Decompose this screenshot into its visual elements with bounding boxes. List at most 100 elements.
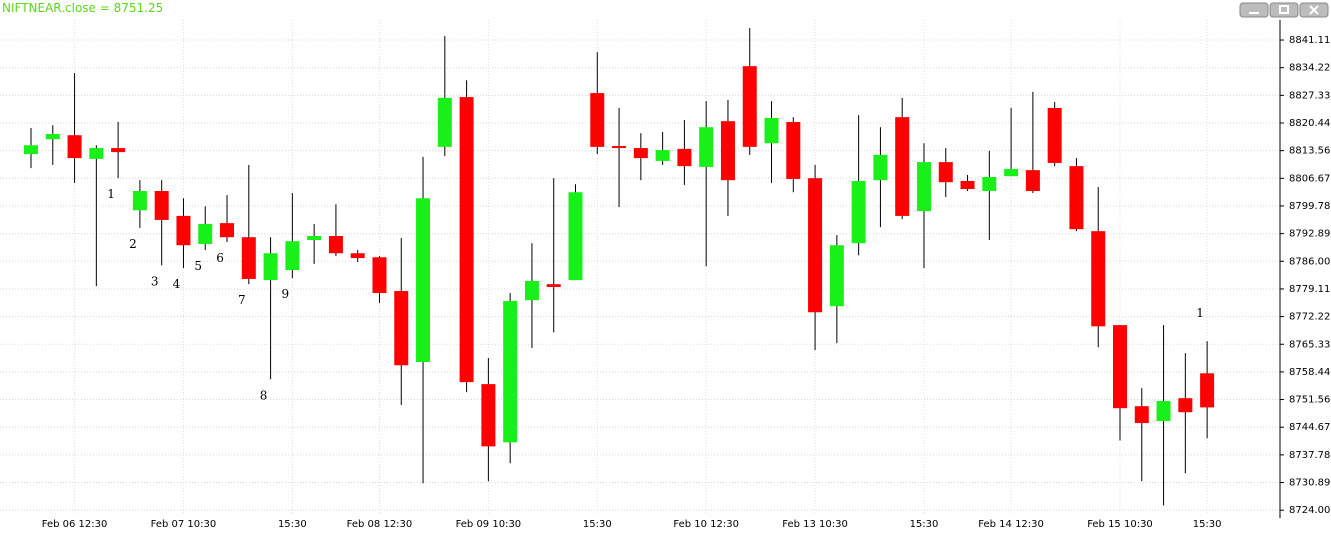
candle-body [437,97,452,147]
x-tick-label: Feb 08 12:30 [347,519,413,530]
annotation: 1 [107,187,115,201]
candle-body [938,162,953,183]
candle-body [590,93,605,147]
candle-body [111,148,126,153]
candle-body [1025,170,1040,192]
candle-body [786,121,801,179]
y-tick-label: 8834.22 [1289,63,1330,74]
y-tick-label: 8786.00 [1289,256,1330,267]
candle-body [328,235,343,254]
candle-body [198,223,213,245]
candle-body [263,253,278,281]
x-tick-label: 15:30 [278,519,307,530]
minimize-button[interactable] [1239,2,1269,18]
candle-body [895,117,910,216]
candle-body [459,97,474,383]
candle-body [1004,168,1019,177]
candle-body [89,148,104,159]
candle-body [176,215,191,246]
x-tick-label: Feb 09 10:30 [456,519,522,530]
candle-body [829,245,844,307]
x-tick-label: 15:30 [1193,519,1222,530]
candle-body [132,191,147,211]
y-tick-label: 8813.56 [1289,146,1330,157]
candle-body [154,191,169,220]
y-tick-label: 8820.44 [1289,118,1330,129]
y-tick-label: 8751.56 [1289,395,1330,406]
candle-body [1134,406,1149,424]
y-tick-label: 8827.33 [1289,90,1330,101]
y-tick-label: 8744.67 [1289,422,1330,433]
candle-body [960,180,975,190]
candle-body [1113,325,1127,409]
annotation: 8 [260,388,268,402]
annotation: 9 [282,287,290,301]
candle-body [1200,373,1215,408]
candle-body [503,301,518,443]
candle-body [416,198,431,363]
candle-body [546,284,561,287]
candle-body [764,117,779,144]
candle-body [982,176,997,192]
candle-body [916,162,931,212]
candle-body [677,148,692,167]
annotation: 5 [194,259,202,273]
candle-body [285,241,300,271]
chart-title: NIFTNEAR.close = 8751.25 [2,1,163,15]
x-tick-label: Feb 14 12:30 [978,519,1044,530]
candle-body [851,180,866,244]
candle-body [808,178,823,313]
candle-body [568,192,583,281]
candle-body [655,150,670,161]
candle-body [241,237,256,279]
x-tick-label: Feb 06 12:30 [42,519,108,530]
candle-body [524,280,539,301]
x-tick-label: Feb 15 10:30 [1087,519,1153,530]
candle-body [699,127,714,167]
x-tick-label: 15:30 [910,519,939,530]
candle-body [481,384,496,447]
y-tick-label: 8841.11 [1289,35,1330,46]
y-tick-label: 8730.89 [1289,478,1330,489]
y-tick-label: 8758.44 [1289,367,1330,378]
candle-body [67,135,82,159]
y-tick-label: 8806.67 [1289,173,1330,184]
x-tick-label: Feb 13 10:30 [782,519,848,530]
y-tick-label: 8792.89 [1289,229,1330,240]
candle-body [720,121,735,181]
annotation: 1 [1196,306,1204,320]
annotation: 4 [173,277,181,291]
candle-body [1156,400,1171,422]
candle-body [45,134,60,140]
annotation: 2 [129,237,137,251]
annotation: 3 [151,274,159,288]
candle-body [1178,398,1193,413]
maximize-icon [1279,5,1289,14]
candle-body [1069,166,1084,230]
y-tick-label: 8779.11 [1289,284,1330,295]
candle-body [307,235,322,240]
candle-body [742,66,757,147]
annotation: 6 [216,251,224,265]
candle-body [1091,231,1106,327]
y-tick-label: 8799.78 [1289,201,1330,212]
candle-body [394,290,409,366]
candle-body [873,154,888,181]
x-tick-label: 15:30 [583,519,612,530]
candle-body [372,257,387,293]
x-tick-label: Feb 10 12:30 [673,519,739,530]
candle-body [633,148,648,159]
maximize-button[interactable] [1269,2,1299,18]
candle-body [220,223,235,238]
annotation: 7 [238,293,246,307]
y-tick-label: 8724.00 [1289,505,1330,516]
candle-body [350,253,365,259]
y-tick-label: 8765.33 [1289,339,1330,350]
candle-body [612,146,627,149]
y-tick-label: 8772.22 [1289,312,1330,323]
close-icon [1309,5,1319,15]
window-buttons [1239,2,1329,18]
candle-body [24,145,38,155]
